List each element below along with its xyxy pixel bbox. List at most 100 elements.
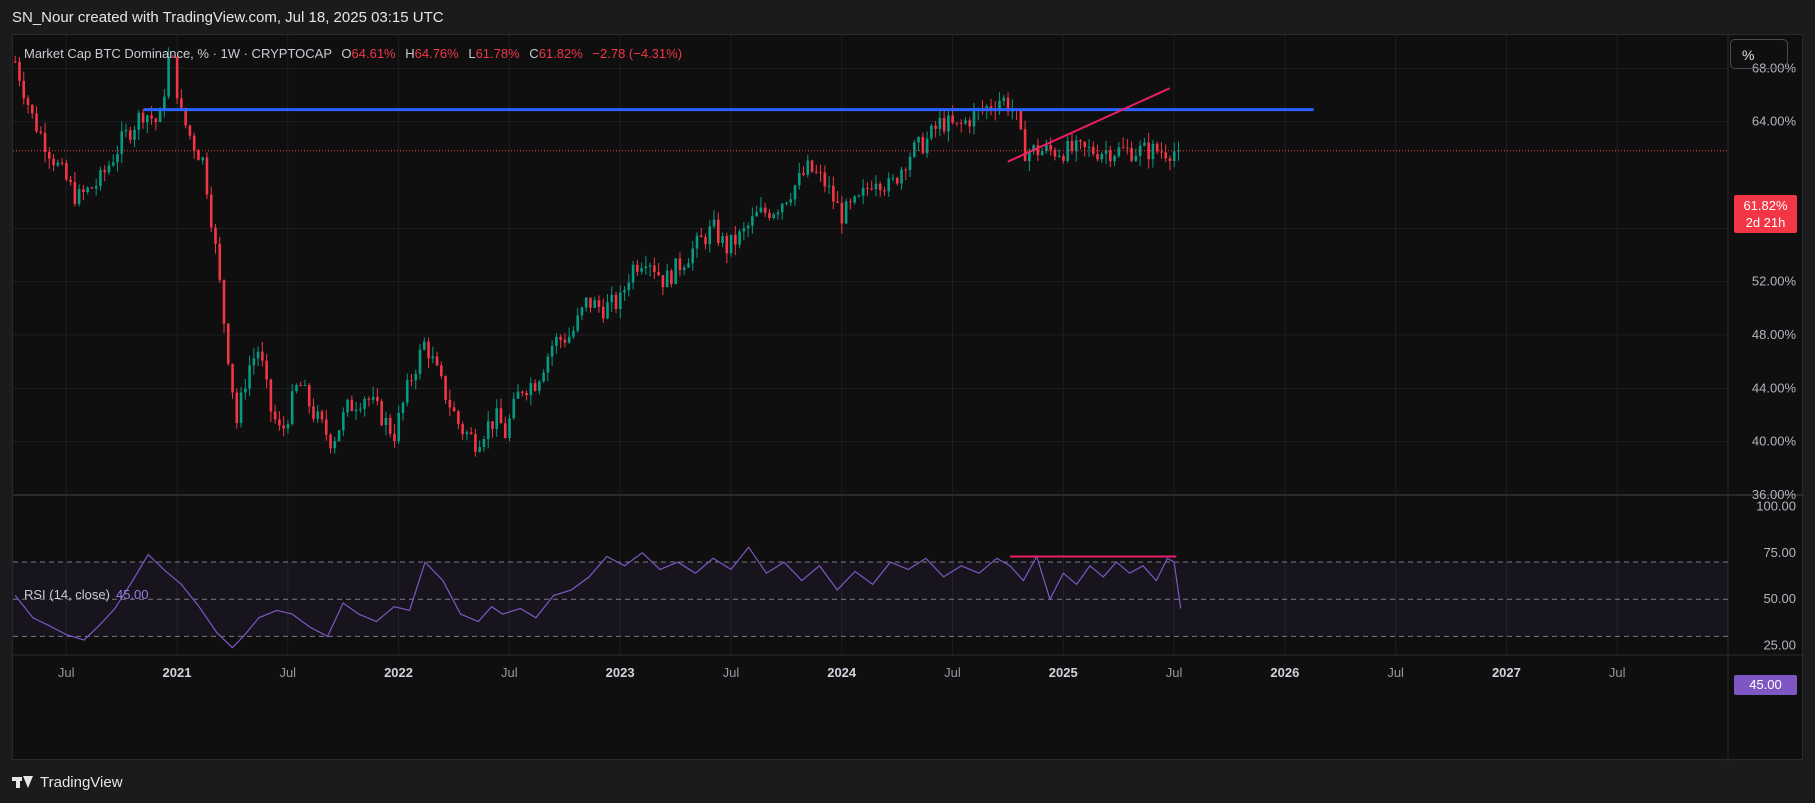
candle-body [921,137,925,154]
candle-body [431,356,435,359]
candle-body [546,356,550,373]
price-axis-label: 52.00% [1752,274,1797,289]
candle-body [342,412,345,431]
candle-body [363,398,366,409]
candle-body [938,118,942,129]
candle-body [648,265,652,267]
candle-body [529,383,533,396]
chart-canvas[interactable]: 68.00%64.00%56.00%52.00%48.00%44.00%40.0… [13,35,1804,761]
price-axis-label: 64.00% [1752,114,1797,129]
high-value: 64.76% [414,46,459,61]
candle-body [682,267,686,270]
candle-body [371,396,375,400]
candle-body [678,258,682,270]
candle-body [810,160,814,172]
candle-body [823,172,827,187]
candle-body [657,272,660,276]
candle-body [163,96,166,111]
candle-body [947,115,950,132]
candle-body [192,135,196,151]
rsi-legend-value: 45.00 [115,587,149,602]
candle-body [699,235,703,238]
close-label: C [529,46,539,61]
candle-body [256,351,260,359]
candle-body [866,187,869,189]
candle-body [393,433,396,442]
candle-body [418,349,422,374]
candle-body [1049,145,1052,150]
candle-body [414,373,418,381]
candle-body [780,203,784,213]
candle-body [77,189,81,204]
time-axis-label: Jul [58,665,75,680]
candle-body [614,294,618,309]
candle-body [329,434,332,449]
candle-body [440,365,443,377]
candle-body [167,56,170,97]
bar-countdown: 2d 21h [1745,215,1786,230]
candle-body [895,177,899,184]
candle-body [503,423,507,439]
last-price-value: 61.82% [1743,198,1788,213]
price-axis-label: 44.00% [1752,380,1797,395]
candle-body [1160,151,1163,153]
candle-body [175,56,179,99]
candle-body [111,162,115,166]
candle-body [350,399,354,412]
candle-body [282,425,285,429]
price-axis-label: 40.00% [1752,434,1797,449]
candle-body [1070,140,1074,152]
chart-area[interactable]: 68.00%64.00%56.00%52.00%48.00%44.00%40.0… [12,34,1804,761]
candle-body [789,199,793,203]
candle-body [589,297,592,308]
candle-body [538,381,541,391]
candle-body [738,231,741,245]
candle-body [572,330,575,337]
candle-body [934,125,937,129]
candle-body [184,107,187,126]
candle-body [320,411,324,420]
candle-body [576,315,579,331]
candle-body [1045,145,1048,151]
time-axis-label: Jul [501,665,518,680]
percent-scale-button[interactable]: % [1730,39,1788,69]
candle-body [721,236,724,243]
rsi-label[interactable]: RSI (14, close) [24,587,110,602]
candle-body [158,110,162,123]
candle-body [725,236,729,254]
candle-body [405,380,409,403]
candle-body [1134,155,1138,161]
candle-body [312,406,315,419]
candle-body [316,411,320,419]
candle-body [1109,150,1112,162]
candle-body [618,292,622,309]
candle-body [354,409,358,412]
candle-body [1053,149,1057,157]
candle-body [461,424,464,435]
candle-body [742,228,746,232]
candle-body [1040,150,1044,156]
symbol-name[interactable]: Market Cap BTC Dominance, % · 1W · CRYPT… [24,46,332,61]
candle-body [887,178,891,192]
candle-body [776,212,780,215]
candle-body [708,226,712,245]
candle-body [295,385,298,392]
candle-body [533,383,537,391]
candle-body [917,137,920,143]
candle-body [303,385,307,387]
candle-body [474,433,477,452]
candle-body [1074,140,1078,152]
candle-body [359,408,362,410]
candle-body [209,194,213,228]
candle-body [65,163,68,180]
candle-body [567,336,571,343]
candle-body [103,170,106,173]
candle-body [636,264,639,272]
candle-body [1168,158,1172,162]
candle-body [968,120,971,127]
rising-trendline [1007,87,1171,163]
candle-body [759,207,763,213]
rsi-axis-label: 50.00 [1763,591,1796,606]
tradingview-logo-icon [12,775,34,789]
candle-body [1062,155,1065,161]
